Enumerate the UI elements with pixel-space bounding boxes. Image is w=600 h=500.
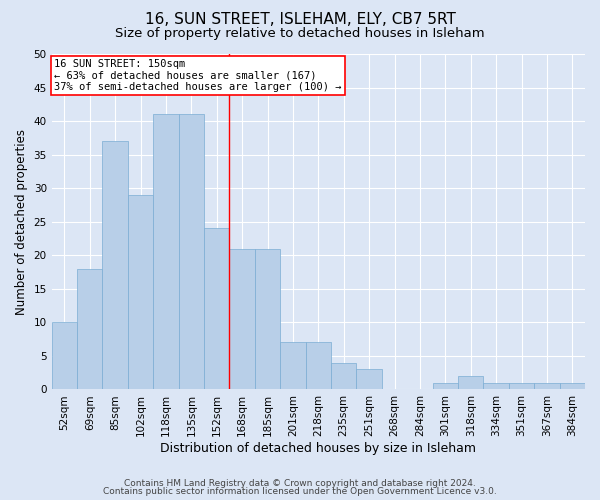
- Bar: [77, 268, 103, 390]
- Text: Contains public sector information licensed under the Open Government Licence v3: Contains public sector information licen…: [103, 487, 497, 496]
- Bar: [458, 376, 484, 390]
- Bar: [509, 382, 534, 390]
- Bar: [204, 228, 229, 390]
- Bar: [534, 382, 560, 390]
- Bar: [255, 248, 280, 390]
- Bar: [52, 322, 77, 390]
- Text: 16 SUN STREET: 150sqm
← 63% of detached houses are smaller (167)
37% of semi-det: 16 SUN STREET: 150sqm ← 63% of detached …: [55, 59, 342, 92]
- Bar: [433, 382, 458, 390]
- Text: 16, SUN STREET, ISLEHAM, ELY, CB7 5RT: 16, SUN STREET, ISLEHAM, ELY, CB7 5RT: [145, 12, 455, 28]
- Bar: [331, 362, 356, 390]
- Y-axis label: Number of detached properties: Number of detached properties: [15, 128, 28, 314]
- Bar: [484, 382, 509, 390]
- Text: Contains HM Land Registry data © Crown copyright and database right 2024.: Contains HM Land Registry data © Crown c…: [124, 478, 476, 488]
- Bar: [229, 248, 255, 390]
- Bar: [280, 342, 305, 390]
- Bar: [305, 342, 331, 390]
- Bar: [356, 370, 382, 390]
- Bar: [179, 114, 204, 390]
- Bar: [153, 114, 179, 390]
- Bar: [128, 195, 153, 390]
- Bar: [560, 382, 585, 390]
- Text: Size of property relative to detached houses in Isleham: Size of property relative to detached ho…: [115, 28, 485, 40]
- X-axis label: Distribution of detached houses by size in Isleham: Distribution of detached houses by size …: [160, 442, 476, 455]
- Bar: [103, 141, 128, 390]
